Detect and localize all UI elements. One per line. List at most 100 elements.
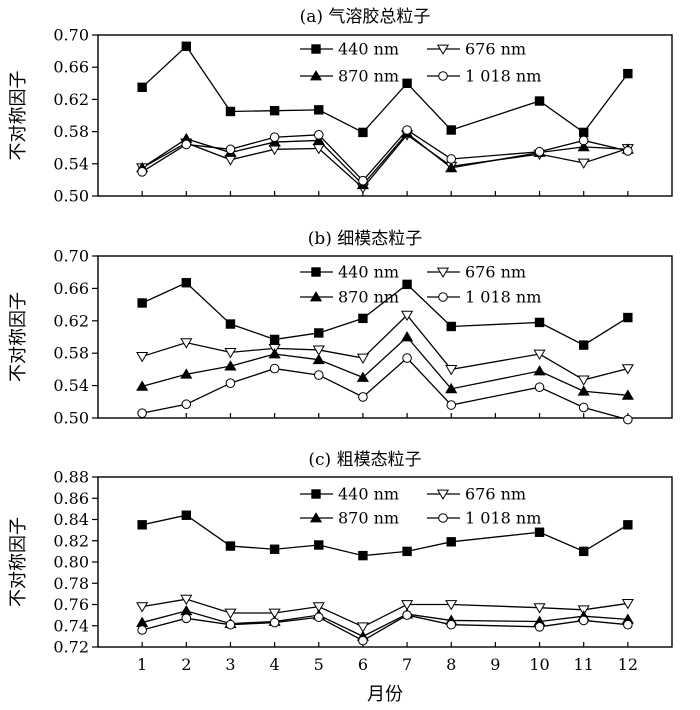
legend-marker [309,512,323,523]
data-point-a-3 [181,139,192,150]
data-point-a-0 [269,105,280,116]
y-tick-label: 0.74 [53,616,89,635]
data-point-c-2 [180,604,193,616]
panels: (a) 气溶胶总粒子 0.50 0.54 0.58 0.62 0.66 0.70 440 nm… [53,7,673,674]
data-point-a-3 [358,175,368,186]
data-point-b-3 [269,363,280,374]
data-point-a-1 [577,158,590,169]
data-point-c-1 [180,594,193,606]
y-tick-label: 0.76 [53,595,89,614]
data-point-c-1 [445,600,458,611]
data-point-b-0 [314,328,324,338]
data-point-b-2 [268,348,281,359]
legend-label: 870 nm [338,509,399,528]
x-axis-label: 月份 [367,684,403,705]
legend-label: 676 nm [465,40,526,59]
data-point-c-0 [181,510,192,520]
data-point-a-3 [137,167,147,177]
legend-marker [436,267,450,278]
data-point-b-1 [312,345,325,356]
data-point-c-0 [534,527,545,537]
data-point-c-3 [313,612,324,623]
y-axis-label-a: 不对称因子 [8,71,29,161]
legend-marker [311,489,321,499]
y-tick-label: 0.84 [53,510,89,529]
x-tick-label: 2 [181,655,191,674]
data-point-b-3 [313,370,324,380]
plot-frame-b [97,255,673,419]
data-point-c-0 [578,546,589,557]
x-tick-label: 8 [446,655,456,674]
legend-marker [311,267,321,277]
series-line-b-3 [142,357,629,421]
panel-b: (b) 细模态粒子 0.50 0.54 0.58 0.62 0.66 0.70 440 nm 6… [53,229,673,428]
data-point-b-2 [136,380,149,391]
data-point-c-3 [402,610,412,620]
data-point-a-0 [534,96,545,106]
y-tick-label: 0.58 [53,122,89,141]
legend-label: 676 nm [465,485,526,504]
legend-label: 1 018 nm [465,288,541,307]
data-point-c-3 [358,635,368,646]
data-point-b-1 [445,365,458,376]
data-point-b-3 [446,400,457,410]
data-point-b-0 [269,334,280,345]
data-point-a-3 [623,146,633,156]
legend-label: 870 nm [338,288,399,307]
legend-marker [438,292,448,302]
y-tick-label: 0.54 [53,376,89,395]
data-point-a-0 [578,127,589,138]
y-tick-label: 0.80 [53,553,89,572]
data-point-c-0 [314,540,324,550]
data-point-a-2 [312,134,325,145]
legend-marker [436,44,450,55]
data-point-b-0 [358,313,368,324]
data-point-b-2 [180,368,193,379]
data-point-b-0 [578,340,589,350]
data-point-b-0 [137,298,147,308]
legend-marker [309,70,323,81]
y-tick-label: 0.62 [53,90,89,109]
y-tick-label: 0.62 [53,311,89,330]
data-point-b-3 [534,382,545,393]
data-point-b-0 [534,317,545,328]
legend-label: 1 018 nm [465,509,541,528]
data-point-c-1 [533,603,546,614]
data-point-c-3 [137,625,147,635]
series-line-a-2 [141,132,628,186]
data-point-a-0 [402,78,412,88]
data-point-b-1 [621,364,634,375]
data-point-a-3 [313,130,324,140]
legend-label: 440 nm [338,40,399,59]
panel-a: (a) 气溶胶总粒子 0.50 0.54 0.58 0.62 0.66 0.70 440 nm… [53,7,673,206]
y-axis-label-c: 不对称因子 [8,517,29,607]
data-point-b-2 [621,389,634,400]
data-point-b-3 [402,353,412,363]
legend-marker [311,44,321,54]
legend-marker [438,71,448,81]
data-point-b-1 [224,347,237,359]
data-point-a-3 [446,154,457,164]
data-point-b-0 [225,319,236,329]
data-point-c-1 [401,600,414,611]
legend-label: 1 018 nm [465,67,541,86]
series-line-a-0 [141,45,629,134]
data-point-b-1 [401,310,414,322]
series-line-b-1 [141,314,629,381]
x-tick-label: 12 [618,655,638,674]
data-point-b-2 [356,371,369,382]
data-point-b-1 [180,338,193,349]
data-point-a-0 [181,41,192,51]
data-point-b-1 [136,352,149,363]
data-point-a-3 [269,132,280,143]
data-point-b-3 [623,414,633,425]
data-point-c-1 [621,599,634,610]
data-point-c-1 [136,602,149,613]
data-point-c-3 [623,619,633,630]
data-point-a-3 [225,144,236,155]
data-point-b-2 [445,382,458,394]
data-point-b-2 [533,365,546,376]
data-point-c-3 [181,613,192,624]
x-tick-label: 6 [358,655,368,674]
